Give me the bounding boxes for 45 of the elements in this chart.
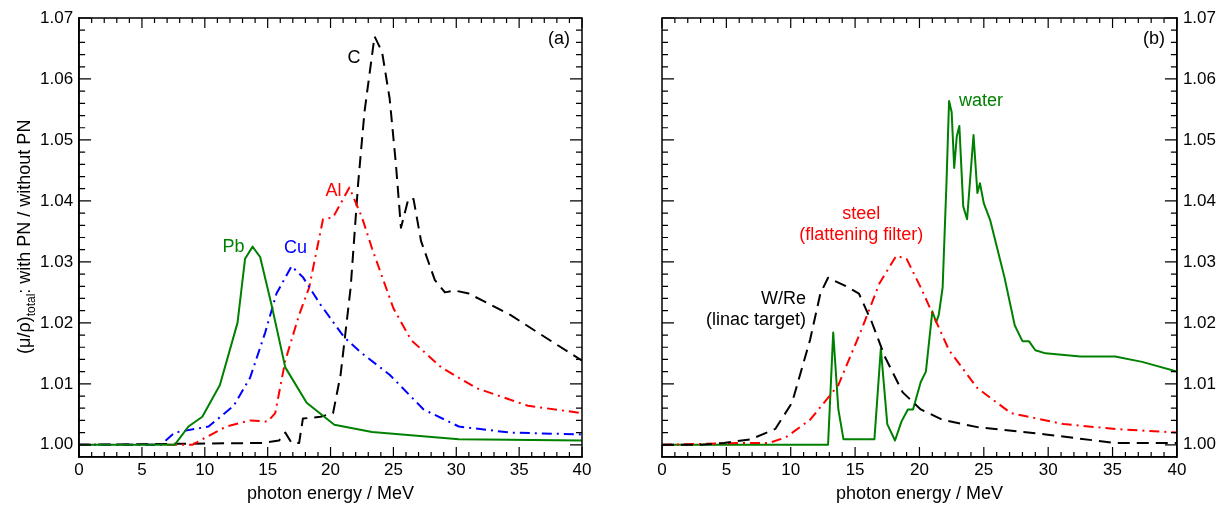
x-tick-label: 40 (1167, 459, 1187, 479)
x-tick-label: 25 (974, 459, 994, 479)
series-label: Cu (284, 236, 308, 257)
y-tick-label: 1.03 (39, 251, 74, 271)
x-tick-label: 10 (781, 459, 801, 479)
y2-tick-label: 1.03 (1182, 251, 1217, 271)
x-tick-label: 40 (572, 459, 592, 479)
x-axis-title: photon energy / MeV (835, 483, 1004, 504)
series-label: steel (flattening filter) (799, 203, 924, 245)
x-tick-label: 30 (446, 459, 466, 479)
x-tick-label: 5 (137, 459, 147, 479)
y-tick-label: 1.02 (39, 312, 74, 332)
y2-tick-label: 1.07 (1182, 7, 1217, 27)
x-tick-label: 35 (509, 459, 529, 479)
y-tick-label: 1.06 (39, 68, 74, 88)
y2-tick-label: 1.01 (1182, 373, 1217, 393)
series-label: water (958, 89, 1004, 110)
y2-tick-label: 1.04 (1182, 190, 1217, 210)
y2-tick-label: 1.02 (1182, 312, 1217, 332)
annotation: (a) (548, 27, 570, 48)
x-tick-label: 0 (657, 459, 667, 479)
series-label: Al (325, 180, 342, 201)
x-tick-label: 15 (845, 459, 865, 479)
y2-tick-label: 1.00 (1182, 434, 1217, 454)
x-tick-label: 20 (910, 459, 929, 479)
y-tick-label: 1.04 (39, 190, 74, 210)
x-tick-label: 5 (721, 459, 732, 479)
series-label: Pb (222, 235, 245, 256)
y-tick-label: 1.07 (39, 7, 74, 27)
x-tick-label: 0 (74, 459, 84, 479)
y-tick-label: 1.01 (39, 373, 74, 393)
series-label: W/Re (linac target) (706, 288, 807, 330)
x-tick-label: 20 (321, 459, 340, 479)
annotation: (b) (1142, 27, 1165, 48)
x-tick-label: 35 (1103, 459, 1123, 479)
x-tick-label: 10 (195, 459, 215, 479)
y2-tick-label: 1.06 (1182, 68, 1217, 88)
legend-label: C (347, 47, 361, 68)
x-axis-title: photon energy / MeV (246, 483, 415, 504)
x-tick-label: 15 (258, 459, 278, 479)
x-tick-label: 25 (383, 459, 403, 479)
y-tick-label: 1.05 (39, 129, 74, 149)
y-tick-label: 1.00 (39, 434, 74, 454)
y2-tick-label: 1.05 (1182, 129, 1217, 149)
x-tick-label: 30 (1038, 459, 1058, 479)
